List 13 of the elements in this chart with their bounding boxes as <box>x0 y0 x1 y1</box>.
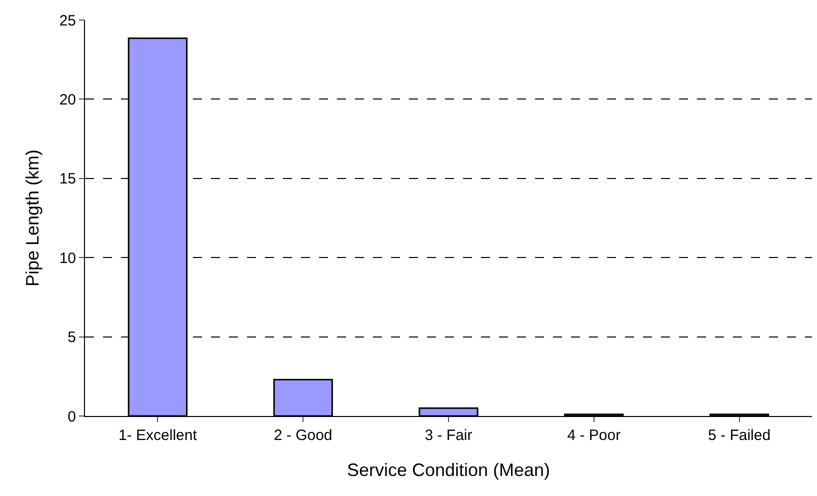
y-tick-label: 15 <box>59 170 76 188</box>
x-axis-title: Service Condition (Mean) <box>346 460 550 480</box>
y-tick-label: 25 <box>59 12 76 30</box>
x-tick-label: 4 - Poor <box>567 427 621 444</box>
y-tick-label: 0 <box>68 408 76 426</box>
x-tick-label: 2 - Good <box>274 427 332 444</box>
x-tick-label: 1- Excellent <box>118 427 198 444</box>
x-tick-label: 5 - Failed <box>708 427 771 444</box>
x-tick-label: 3 - Fair <box>424 427 472 444</box>
y-axis-title: Pipe Length (km) <box>22 149 43 287</box>
y-tick-label: 5 <box>68 329 76 346</box>
y-tick-label: 20 <box>59 91 76 108</box>
y-tick-label: 10 <box>59 250 76 267</box>
